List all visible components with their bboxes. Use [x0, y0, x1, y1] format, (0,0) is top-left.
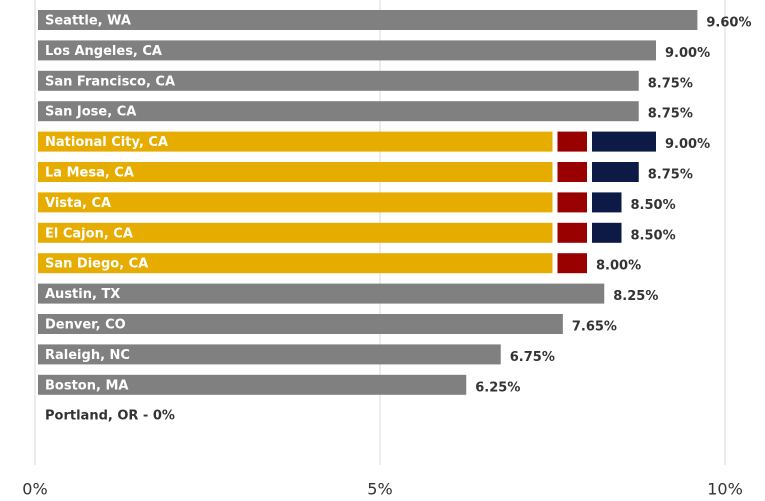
category-label: Austin, TX	[45, 287, 120, 302]
total-label: 8.50%	[631, 228, 676, 243]
bar-segment	[38, 10, 698, 30]
total-label: 8.50%	[631, 198, 676, 213]
bar-segment	[38, 314, 563, 334]
category-label: Seattle, WA	[45, 14, 131, 29]
category-label: El Cajon, CA	[45, 226, 133, 241]
bar-segment	[557, 162, 587, 182]
bar-segment	[38, 40, 656, 61]
x-tick-label: 0%	[22, 480, 47, 499]
bar-segment	[38, 374, 467, 395]
total-label: 8.75%	[648, 168, 693, 183]
total-label: 9.00%	[665, 46, 710, 61]
bar-segment	[38, 344, 501, 365]
category-label: Portland, OR - 0%	[45, 409, 175, 424]
bar-segment	[592, 131, 656, 152]
total-label: 9.00%	[665, 137, 710, 152]
category-label: Vista, CA	[45, 196, 111, 211]
category-label: San Diego, CA	[45, 257, 148, 272]
bar-segment	[592, 162, 639, 182]
total-label: 8.25%	[613, 289, 658, 304]
bar-segment	[38, 131, 553, 152]
bar-segment	[557, 222, 587, 243]
bar-segment	[38, 222, 553, 243]
total-label: 8.75%	[648, 76, 693, 91]
category-label: La Mesa, CA	[45, 166, 134, 181]
total-label: 9.60%	[706, 16, 751, 31]
bar-segment	[557, 131, 587, 152]
x-tick-label: 10%	[707, 480, 743, 499]
bar-segment	[38, 192, 553, 213]
bar-segment	[557, 253, 587, 274]
bar-segment	[38, 70, 639, 91]
bar-segment	[557, 192, 587, 213]
category-label: Raleigh, NC	[45, 348, 130, 363]
x-tick-label: 5%	[367, 480, 392, 499]
category-label: San Jose, CA	[45, 105, 136, 120]
category-label: Denver, CO	[45, 318, 126, 333]
bar-segment	[592, 192, 622, 213]
total-label: 6.25%	[475, 380, 520, 395]
total-label: 8.00%	[596, 259, 641, 274]
total-label: 7.65%	[572, 320, 617, 335]
bar-segment	[38, 101, 639, 122]
category-label: National City, CA	[45, 135, 168, 150]
total-label: 6.75%	[510, 350, 555, 365]
category-label: Boston, MA	[45, 378, 128, 393]
category-label: Los Angeles, CA	[45, 44, 162, 59]
bar-segment	[592, 222, 622, 243]
category-label: San Francisco, CA	[45, 74, 175, 89]
bar-segment	[38, 162, 553, 182]
bar-segment	[38, 253, 553, 274]
total-label: 8.75%	[648, 107, 693, 122]
bar-segment	[38, 283, 605, 304]
